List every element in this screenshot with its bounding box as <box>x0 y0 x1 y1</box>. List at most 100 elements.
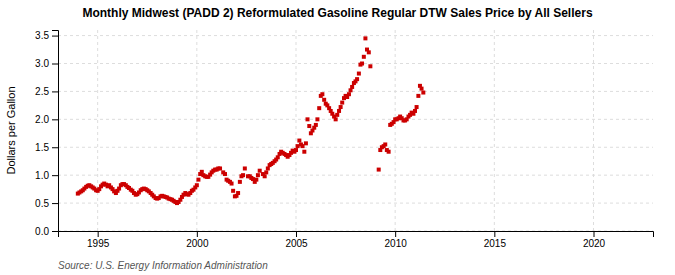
point <box>306 117 310 121</box>
x-tick: 2015 <box>484 231 507 249</box>
y-tick-label: 2.5 <box>35 86 49 97</box>
y-tick-label: 3.5 <box>35 30 49 41</box>
point <box>302 150 306 154</box>
point <box>363 36 367 40</box>
grid-line <box>593 30 594 231</box>
title: Monthly Midwest (PADD 2) Reformulated Ga… <box>82 6 592 20</box>
point <box>415 105 419 109</box>
point <box>350 85 354 89</box>
axis-line <box>59 232 654 238</box>
point <box>196 178 200 182</box>
points <box>76 36 425 205</box>
tick-mark <box>395 231 396 237</box>
point <box>254 178 258 182</box>
x-tick-label: 1995 <box>87 238 110 249</box>
point <box>377 168 381 172</box>
point <box>223 172 227 176</box>
point <box>337 109 341 113</box>
y-tick: 3.0 <box>35 58 58 69</box>
point <box>264 170 268 174</box>
chart: 1995 2000 2005 2010 2015 2020 0.0 0.5 1.0 1.5 2.0 2… <box>0 0 675 275</box>
y-tick-label: 2.0 <box>35 114 49 125</box>
point <box>335 113 339 117</box>
point <box>360 62 364 66</box>
tick-mark <box>296 231 297 237</box>
grid-line <box>58 35 653 36</box>
grid-line <box>494 30 495 231</box>
y-tick-label: 1.5 <box>35 142 49 153</box>
tick-mark <box>594 231 595 237</box>
plot-area: 1995 2000 2005 2010 2015 2020 0.0 0.5 1.0 1.5 2.0 2… <box>35 30 653 249</box>
point <box>256 173 260 177</box>
x-tick: 2000 <box>186 231 209 249</box>
tick-mark <box>494 231 495 237</box>
point <box>367 50 371 54</box>
x-tick: 1995 <box>87 231 110 249</box>
point <box>236 191 240 195</box>
point <box>297 139 301 143</box>
grid-line <box>58 175 653 176</box>
y-tick: 0.5 <box>35 198 58 209</box>
point <box>357 72 361 76</box>
grid-line <box>58 147 653 148</box>
point <box>420 87 424 91</box>
y-tick: 2.0 <box>35 114 58 125</box>
point <box>362 55 366 59</box>
y-tick: 2.5 <box>35 86 58 97</box>
tick-mark <box>52 64 58 65</box>
grid-line <box>97 30 98 231</box>
tick-mark <box>52 175 58 176</box>
point <box>243 166 247 170</box>
point <box>413 109 417 113</box>
x-tick: 2020 <box>583 231 606 249</box>
grid-line <box>58 119 653 120</box>
tick-mark <box>52 203 58 204</box>
y-tick-label: 0.5 <box>35 198 49 209</box>
x-tick-label: 2020 <box>583 238 606 249</box>
point <box>241 173 245 177</box>
tick-mark <box>197 231 198 237</box>
source-note: Source: U.S. Energy Information Administ… <box>58 260 268 271</box>
y-tick: 1.5 <box>35 142 58 153</box>
point <box>317 106 321 110</box>
point <box>307 124 311 128</box>
x-tick-label: 2000 <box>186 238 209 249</box>
point <box>195 183 199 187</box>
point <box>334 117 338 121</box>
grid <box>58 30 653 231</box>
axis-line <box>52 31 59 232</box>
point <box>368 64 372 68</box>
tick-mark <box>52 119 58 120</box>
point <box>314 123 318 127</box>
grid-line <box>58 91 653 92</box>
x-tick: 2010 <box>385 231 408 249</box>
point <box>340 101 344 105</box>
y-tick: 0.0 <box>35 226 58 237</box>
x-tick: 2005 <box>285 231 308 249</box>
point <box>263 174 267 178</box>
point <box>383 142 387 146</box>
grid-line <box>58 203 653 204</box>
x-axis: 1995 2000 2005 2010 2015 2020 <box>59 231 654 249</box>
tick-mark <box>52 91 58 92</box>
y-axis: 0.0 0.5 1.0 1.5 2.0 2.5 3.0 3.5 <box>35 30 58 236</box>
x-tick-label: 2015 <box>484 238 507 249</box>
point <box>315 117 319 121</box>
point <box>421 91 425 95</box>
tick-mark <box>52 231 58 232</box>
x-tick-label: 2005 <box>285 238 308 249</box>
y-tick: 1.0 <box>35 170 58 181</box>
x-tick-label: 2010 <box>385 238 408 249</box>
grid-line <box>395 30 396 231</box>
point <box>320 92 324 96</box>
y-tick-label: 1.0 <box>35 170 49 181</box>
point <box>294 148 298 152</box>
y-tick: 3.5 <box>35 30 58 41</box>
point <box>218 166 222 170</box>
tick-mark <box>52 147 58 148</box>
tick-mark <box>98 231 99 237</box>
point <box>238 180 242 184</box>
point <box>231 189 235 193</box>
grid-line <box>58 63 653 64</box>
point <box>347 92 351 96</box>
